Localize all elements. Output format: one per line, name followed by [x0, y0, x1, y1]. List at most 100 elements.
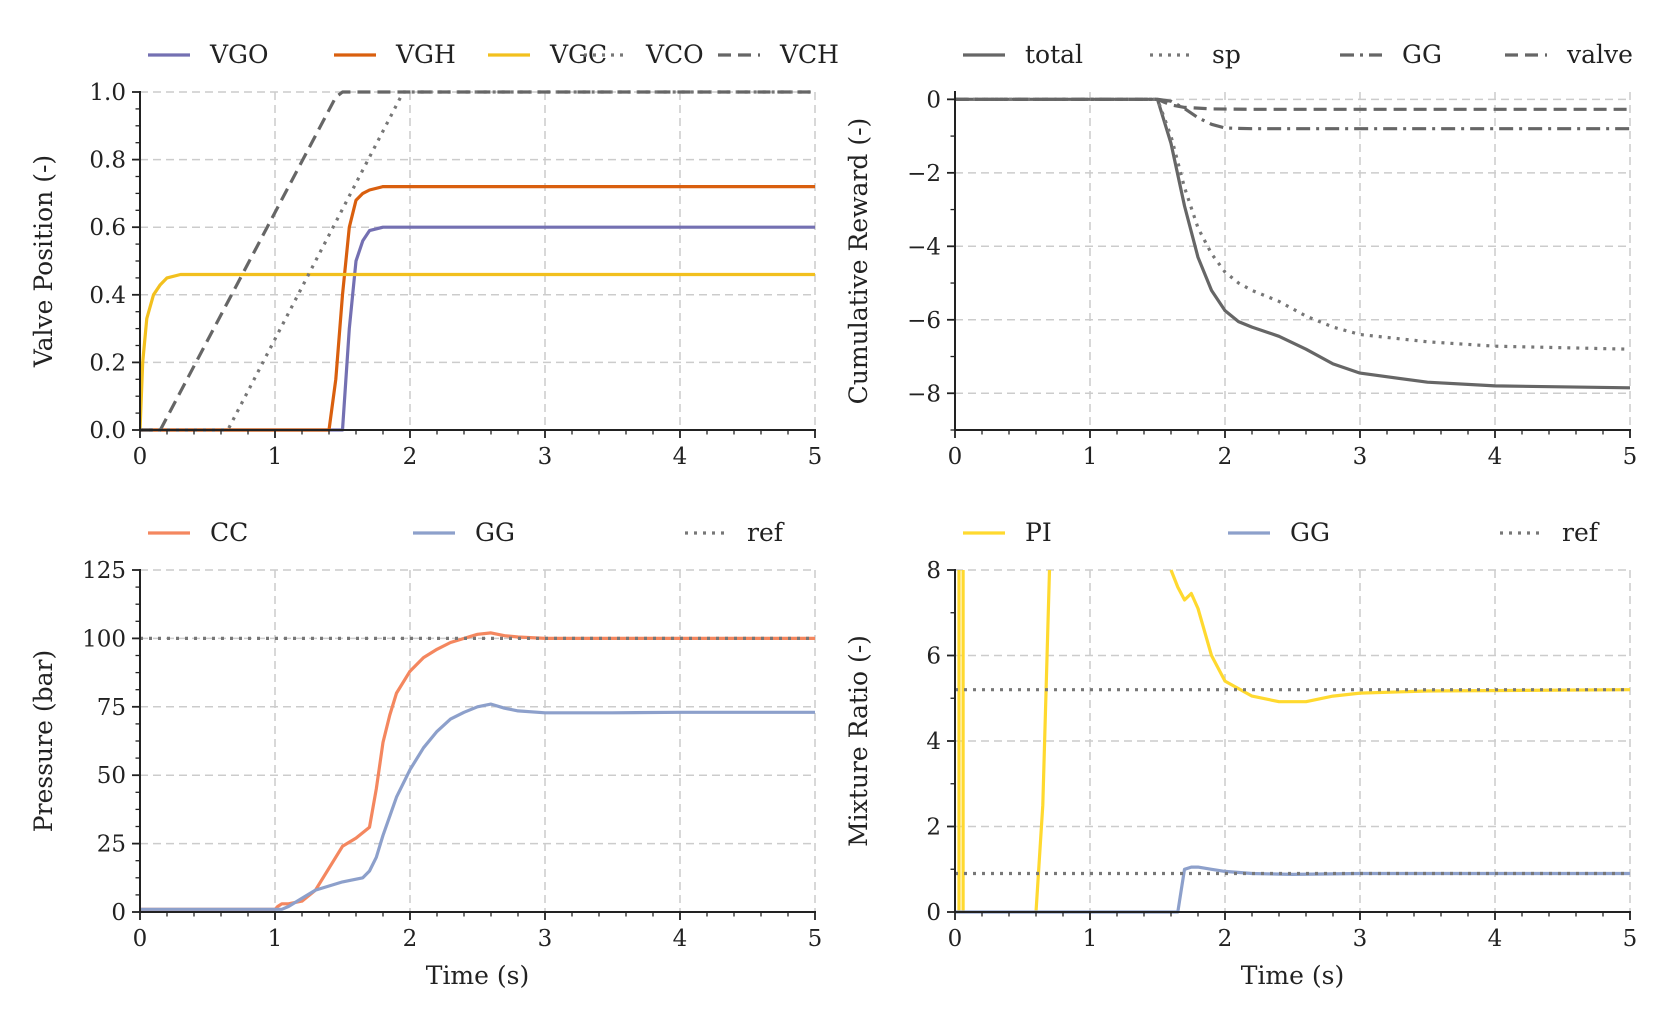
series-valve-line: [955, 97, 1630, 111]
x-tick-label: 1: [268, 926, 283, 952]
y-axis-label: Valve Position (-): [29, 155, 58, 368]
legend-label: VCO: [645, 40, 704, 69]
x-axis-label: Time (s): [1241, 961, 1344, 990]
series-cc-line: [140, 631, 815, 911]
y-tick-label: 0.0: [89, 418, 126, 444]
legend-item-cc: CC: [148, 518, 248, 547]
x-tick-label: 3: [538, 444, 553, 470]
x-tick-label: 4: [673, 444, 688, 470]
y-tick-label: −4: [907, 234, 941, 260]
x-axis-label: Time (s): [426, 961, 529, 990]
series-vgo-line: [140, 225, 815, 432]
y-tick-label: −8: [907, 381, 941, 407]
legend-label: valve: [1566, 40, 1633, 69]
x-tick-label: 1: [1083, 444, 1098, 470]
grid: [140, 569, 816, 912]
grid: [955, 569, 1631, 912]
legend-label: ref: [747, 518, 785, 547]
x-tick-label: 2: [1218, 444, 1233, 470]
y-tick-label: 1.0: [89, 80, 126, 106]
x-tick-label: 2: [403, 444, 418, 470]
legend-item-sp: sp: [1150, 40, 1241, 69]
series-vgh-line: [140, 185, 815, 432]
x-tick-label: 0: [133, 444, 148, 470]
legend: PI GG ref: [963, 518, 1600, 547]
series-vch-line: [140, 90, 815, 432]
x-tick-label: 5: [808, 444, 823, 470]
y-tick-label: 0: [926, 900, 941, 926]
x-tick-label: 4: [1488, 926, 1503, 952]
legend-item-vgc: VGC: [488, 40, 607, 69]
x-tick-label: 4: [673, 926, 688, 952]
series-total-line: [955, 97, 1630, 390]
grid: [140, 91, 816, 430]
legend-label: sp: [1212, 40, 1241, 69]
grid: [955, 92, 1631, 430]
chart-valve: 0 1 2 3 4 5 0.0 0.2 0.4 0.6 0.8 1.0 Valve Position (…: [29, 40, 839, 470]
series-group: [140, 631, 815, 911]
legend-label: VGC: [549, 40, 607, 69]
legend-item-vco: VCO: [584, 40, 704, 69]
x-tick-label: 0: [133, 926, 148, 952]
x-tick-label: 1: [268, 444, 283, 470]
y-axis-label: Cumulative Reward (-): [844, 118, 873, 405]
series-vgc-line: [140, 272, 815, 431]
y-tick-label: 0.8: [89, 148, 126, 174]
series-pi-line: [1034, 569, 1052, 913]
legend-item-gg: GG: [1228, 518, 1330, 547]
y-tick-label: 100: [82, 626, 126, 652]
chart-mixture: 0 1 2 3 4 5 0 2 4 6 8 Mixture Ratio (-) Time (s) PI GG…: [844, 518, 1637, 990]
y-tick-label: 8: [926, 558, 941, 584]
legend-label: GG: [1402, 40, 1442, 69]
y-tick-label: 0.6: [89, 215, 126, 241]
x-tick-label: 0: [948, 444, 963, 470]
legend-label: VGH: [395, 40, 456, 69]
x-tick-label: 3: [538, 926, 553, 952]
legend: VGO VGH VGC VCO VCH: [148, 40, 839, 69]
y-tick-label: 0: [926, 87, 941, 113]
y-tick-label: 0: [111, 900, 126, 926]
y-tick-label: 2: [926, 815, 941, 841]
legend-label: VCH: [779, 40, 839, 69]
legend-item-vgo: VGO: [148, 40, 269, 69]
x-tick-label: 2: [403, 926, 418, 952]
series-pi-line: [1169, 569, 1630, 704]
legend-item-ref: ref: [1500, 518, 1600, 547]
legend-item-gg: GG: [413, 518, 515, 547]
legend-item-vgh: VGH: [334, 40, 456, 69]
legend-item-valve: valve: [1505, 40, 1633, 69]
series-group: [140, 90, 815, 432]
legend: CC GG ref: [148, 518, 785, 547]
y-tick-label: 0.2: [89, 350, 126, 376]
y-tick-label: 125: [82, 558, 126, 584]
legend-item-total: total: [963, 40, 1083, 69]
y-tick-label: 6: [926, 644, 941, 670]
y-tick-label: 4: [926, 729, 941, 755]
x-tick-label: 5: [1623, 926, 1638, 952]
legend: total sp GG valve: [963, 40, 1633, 69]
series-gg-line: [140, 702, 815, 911]
legend-item-vch: VCH: [718, 40, 839, 69]
legend-item-pi: PI: [963, 518, 1052, 547]
x-tick-label: 5: [808, 926, 823, 952]
x-tick-label: 4: [1488, 444, 1503, 470]
legend-label: GG: [475, 518, 515, 547]
x-tick-label: 2: [1218, 926, 1233, 952]
series-group: [955, 569, 1630, 914]
series-sp-line: [955, 97, 1630, 351]
x-tick-label: 1: [1083, 926, 1098, 952]
y-tick-label: 0.4: [89, 283, 126, 309]
legend-label: GG: [1290, 518, 1330, 547]
series-vco-line: [140, 90, 815, 432]
legend-label: ref: [1562, 518, 1600, 547]
y-axis-label: Mixture Ratio (-): [844, 635, 873, 847]
y-axis-label: Pressure (bar): [29, 650, 58, 832]
y-tick-label: 50: [97, 763, 126, 789]
x-tick-label: 3: [1353, 926, 1368, 952]
series-group: [955, 97, 1630, 390]
x-tick-label: 0: [948, 926, 963, 952]
legend-label: PI: [1025, 518, 1052, 547]
y-tick-label: −6: [907, 308, 941, 334]
